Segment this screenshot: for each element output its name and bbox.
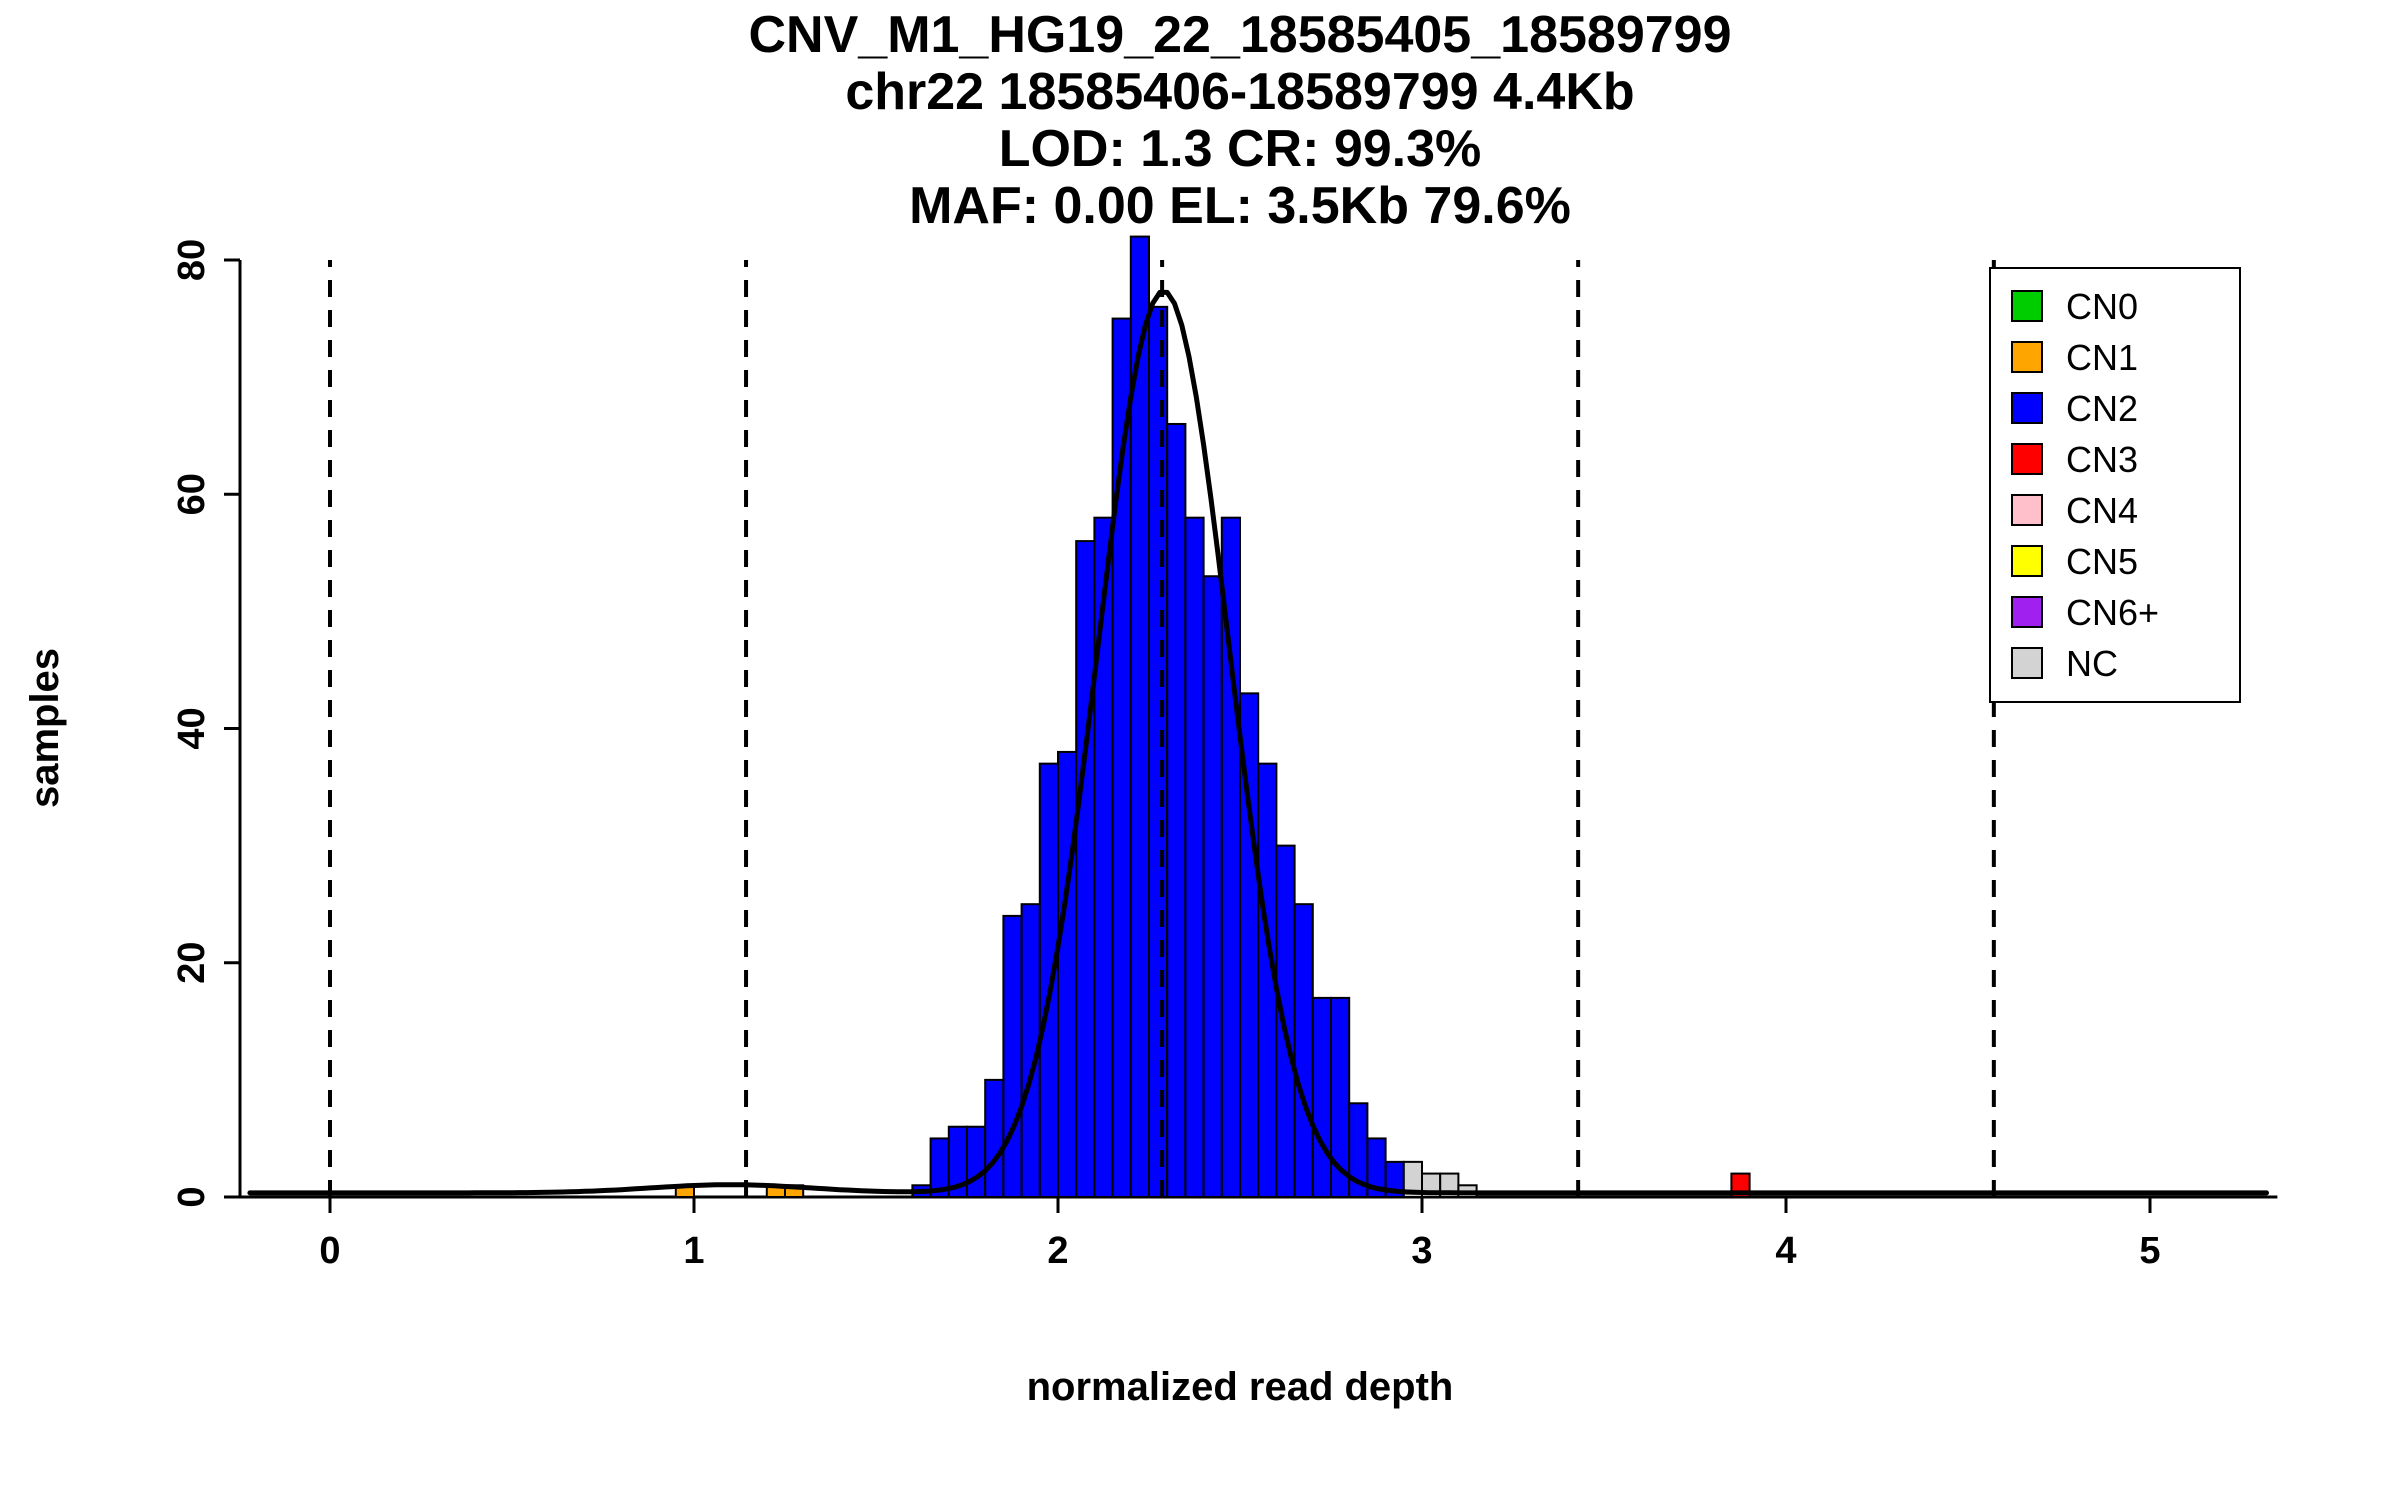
- chart-title-line-3: LOD: 1.3 CR: 99.3%: [999, 120, 1482, 178]
- legend-swatch-cn2: [2011, 392, 2043, 424]
- histogram-bar-cn2: [1148, 305, 1169, 1199]
- histogram-bar-cn2: [1002, 914, 1023, 1199]
- legend-swatch-cn1: [2011, 341, 2043, 373]
- y-tick-label: 60: [171, 473, 213, 515]
- legend-swatch-nc: [2011, 647, 2043, 679]
- histogram-bar-cn2: [1166, 422, 1187, 1199]
- legend-swatch-cn6plus: [2011, 596, 2043, 628]
- legend-swatch-cn4: [2011, 494, 2043, 526]
- legend-label-cn5: CN5: [2066, 541, 2138, 582]
- legend-label-cn3: CN3: [2066, 439, 2138, 480]
- legend-box: [1989, 267, 2241, 703]
- histogram-bar-cn2: [1057, 750, 1078, 1198]
- histogram-bar-cn2: [966, 1125, 987, 1198]
- chart-title-line-4: MAF: 0.00 EL: 3.5Kb 79.6%: [909, 177, 1571, 235]
- y-axis-label: samples: [23, 648, 67, 808]
- x-axis-label: normalized read depth: [1027, 1365, 1454, 1409]
- histogram-bar-cn2: [1184, 516, 1205, 1198]
- x-tick-label: 0: [319, 1230, 340, 1272]
- legend-label-cn6plus: CN6+: [2066, 592, 2159, 633]
- x-tick-label: 5: [2139, 1230, 2160, 1272]
- legend-label-nc: NC: [2066, 643, 2118, 684]
- plot-area: 0 1 2 3 4 5 0 20 40 60 80 CN0 CN1 CN2 CN3 CN4 CN5 CN6+ NC: [171, 235, 2278, 1272]
- x-tick-label: 3: [1411, 1230, 1432, 1272]
- histogram-bar-cn2: [984, 1078, 1005, 1198]
- legend-label-cn1: CN1: [2066, 337, 2138, 378]
- density-fit-curve: [247, 289, 2269, 1196]
- histogram-bar-cn2: [1202, 575, 1223, 1198]
- x-tick-label: 4: [1775, 1230, 1796, 1272]
- legend-swatch-cn3: [2011, 443, 2043, 475]
- histogram-bar-cn2: [1330, 996, 1351, 1199]
- legend-label-cn0: CN0: [2066, 286, 2138, 327]
- legend-label-cn2: CN2: [2066, 388, 2138, 429]
- histogram-bar-cn2: [1038, 762, 1060, 1198]
- x-tick-label: 2: [1047, 1230, 1068, 1272]
- histogram-bar-cn2: [1293, 903, 1314, 1198]
- histogram-bar-cn2: [1311, 996, 1333, 1199]
- y-tick-label: 80: [171, 239, 213, 281]
- y-tick-label: 0: [171, 1186, 213, 1207]
- y-tick-label: 20: [171, 942, 213, 984]
- chart-title-line-1: CNV_M1_HG19_22_18585405_18589799: [748, 6, 1731, 64]
- chart-title-line-2: chr22 18585406-18589799 4.4Kb: [845, 63, 1634, 121]
- legend-swatch-cn5: [2011, 545, 2043, 577]
- chart-titles: CNV_M1_HG19_22_18585405_18589799 chr22 1…: [748, 6, 1731, 235]
- histogram-bar-cn2: [1075, 540, 1096, 1198]
- legend-label-cn4: CN4: [2066, 490, 2138, 531]
- x-tick-label: 1: [683, 1230, 704, 1272]
- y-tick-label: 40: [171, 707, 213, 749]
- legend-swatch-cn0: [2011, 290, 2043, 322]
